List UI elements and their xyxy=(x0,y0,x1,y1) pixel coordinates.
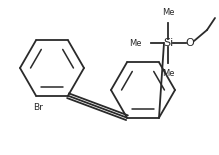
Text: Me: Me xyxy=(162,69,174,78)
Text: Me: Me xyxy=(162,8,174,17)
Text: O: O xyxy=(186,38,194,48)
Text: Me: Me xyxy=(129,38,142,47)
Text: Si: Si xyxy=(163,38,173,48)
Text: Br: Br xyxy=(33,104,43,113)
